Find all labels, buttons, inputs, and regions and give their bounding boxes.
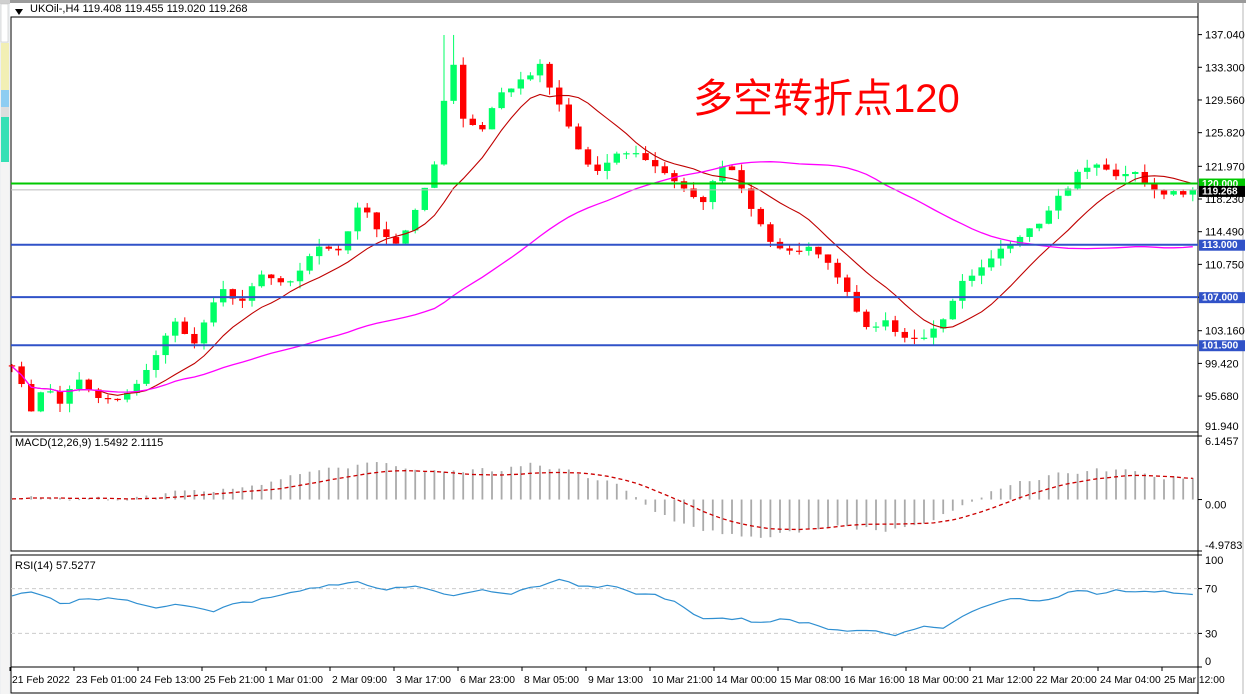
- svg-text:9 Mar 13:00: 9 Mar 13:00: [588, 675, 643, 686]
- svg-text:25 Feb 21:00: 25 Feb 21:00: [204, 675, 265, 686]
- svg-text:70: 70: [1205, 584, 1217, 596]
- svg-text:21 Mar 12:00: 21 Mar 12:00: [972, 675, 1033, 686]
- svg-text:107.000: 107.000: [1202, 293, 1239, 304]
- svg-text:14 Mar 00:00: 14 Mar 00:00: [716, 675, 777, 686]
- svg-text:16 Mar 16:00: 16 Mar 16:00: [844, 675, 905, 686]
- svg-text:24 Feb 13:00: 24 Feb 13:00: [140, 675, 201, 686]
- svg-text:8 Mar 05:00: 8 Mar 05:00: [524, 675, 579, 686]
- svg-text:91.940: 91.940: [1205, 421, 1239, 433]
- svg-text:21 Feb 2022: 21 Feb 2022: [12, 675, 70, 686]
- svg-text:6 Mar 23:00: 6 Mar 23:00: [460, 675, 515, 686]
- svg-text:113.000: 113.000: [1202, 240, 1238, 251]
- svg-text:119.268: 119.268: [1202, 186, 1238, 197]
- svg-text:1 Mar 01:00: 1 Mar 01:00: [268, 675, 323, 686]
- svg-text:0.00: 0.00: [1205, 500, 1226, 512]
- svg-text:100: 100: [1205, 555, 1223, 567]
- svg-text:125.820: 125.820: [1205, 128, 1245, 140]
- svg-text:0: 0: [1205, 656, 1211, 668]
- svg-text:99.420: 99.420: [1205, 358, 1239, 370]
- svg-text:95.680: 95.680: [1205, 391, 1239, 403]
- svg-text:129.560: 129.560: [1205, 95, 1245, 107]
- svg-text:2 Mar 09:00: 2 Mar 09:00: [332, 675, 387, 686]
- svg-text:15 Mar 08:00: 15 Mar 08:00: [780, 675, 841, 686]
- svg-text:-4.9783: -4.9783: [1205, 540, 1242, 552]
- svg-text:103.160: 103.160: [1205, 326, 1245, 338]
- svg-text:101.500: 101.500: [1202, 341, 1239, 352]
- svg-text:18 Mar 00:00: 18 Mar 00:00: [908, 675, 969, 686]
- svg-text:25 Mar 12:00: 25 Mar 12:00: [1164, 675, 1225, 686]
- svg-text:10 Mar 21:00: 10 Mar 21:00: [652, 675, 713, 686]
- svg-text:121.970: 121.970: [1205, 161, 1245, 173]
- svg-text:133.300: 133.300: [1205, 62, 1245, 74]
- svg-text:114.490: 114.490: [1205, 227, 1244, 239]
- svg-text:6.1457: 6.1457: [1205, 436, 1239, 448]
- svg-text:110.750: 110.750: [1205, 259, 1244, 271]
- svg-text:22 Mar 20:00: 22 Mar 20:00: [1036, 675, 1097, 686]
- svg-text:24 Mar 04:00: 24 Mar 04:00: [1100, 675, 1161, 686]
- svg-text:RSI(14) 57.5277: RSI(14) 57.5277: [15, 560, 96, 572]
- svg-text:137.040: 137.040: [1205, 30, 1245, 42]
- svg-text:3 Mar 17:00: 3 Mar 17:00: [396, 675, 451, 686]
- svg-text:UKOil-,H4 119.408 119.455 11: UKOil-,H4 119.408 119.455 119.020 119.26…: [30, 3, 248, 15]
- svg-text:MACD(12,26,9) 1.5492 2.1115: MACD(12,26,9) 1.5492 2.1115: [15, 437, 163, 449]
- svg-text:23 Feb 01:00: 23 Feb 01:00: [76, 675, 137, 686]
- svg-text:多空转折点120: 多空转折点120: [693, 77, 960, 121]
- svg-text:30: 30: [1205, 628, 1217, 640]
